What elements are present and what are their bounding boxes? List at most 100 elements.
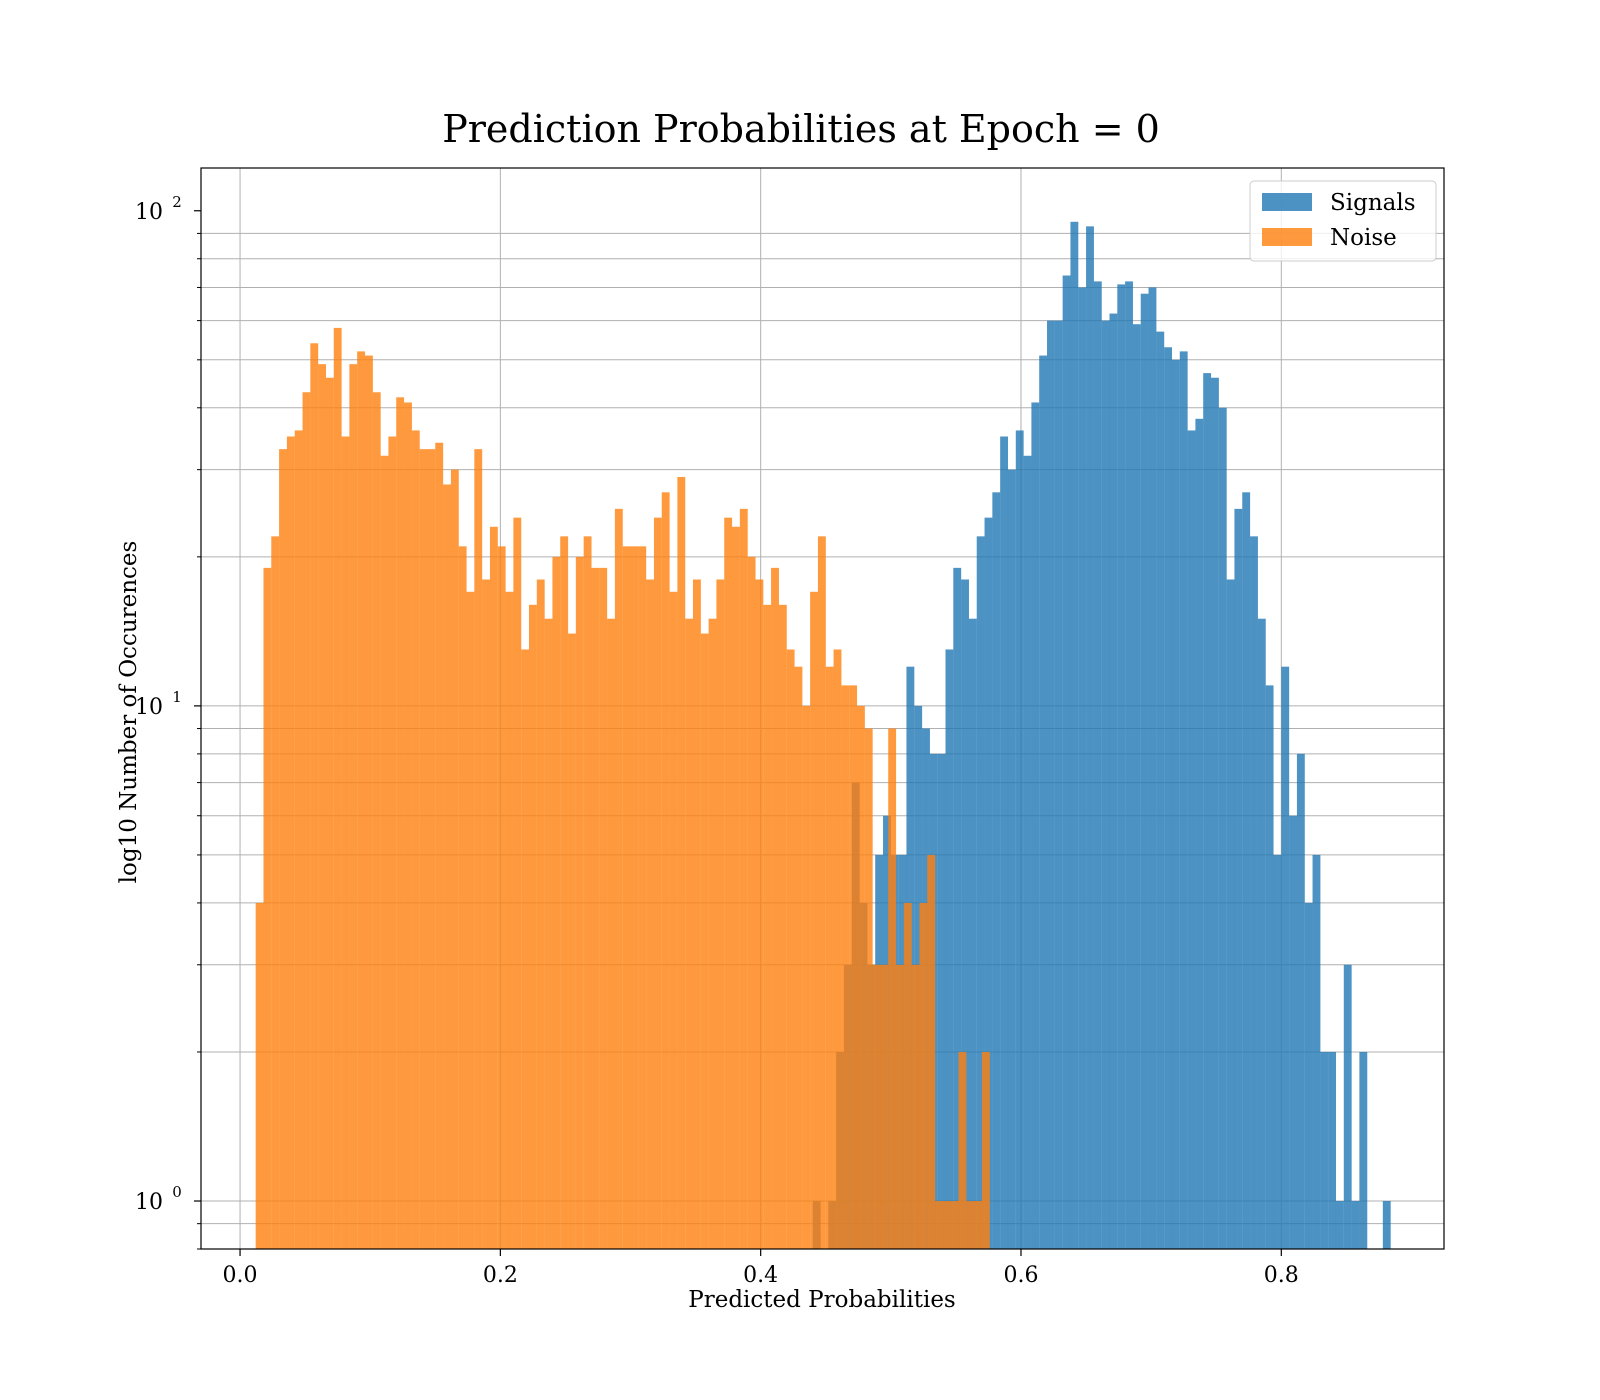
series-noise — [255, 327, 990, 1250]
bar-noise — [771, 567, 779, 1249]
bar-noise — [614, 508, 623, 1249]
bar-signals — [1250, 536, 1258, 1249]
bar-signals — [1171, 359, 1180, 1250]
x-tick-label: 0.2 — [483, 1263, 518, 1288]
bar-noise — [450, 469, 459, 1250]
bar-noise — [888, 728, 897, 1249]
y-tick-exponent: 2 — [172, 193, 182, 211]
bar-noise — [325, 377, 334, 1250]
y-tick-label: 10 — [135, 1190, 163, 1215]
bar-noise — [646, 579, 654, 1249]
bar-signals — [1109, 313, 1118, 1249]
bar-noise — [458, 546, 467, 1249]
bar-signals — [1343, 964, 1352, 1249]
bar-noise — [552, 556, 561, 1249]
bar-noise — [700, 633, 709, 1249]
bar-signals — [1218, 407, 1227, 1249]
bar-noise — [810, 591, 818, 1249]
bar-noise — [896, 964, 904, 1249]
bar-noise — [521, 649, 530, 1249]
bar-noise — [942, 1201, 951, 1249]
bar-noise — [935, 1201, 943, 1249]
bar-noise — [794, 666, 803, 1249]
bar-signals — [1312, 854, 1321, 1249]
bar-noise — [333, 327, 342, 1249]
bar-signals — [976, 536, 985, 1249]
bar-noise — [318, 364, 327, 1250]
bar-noise — [505, 591, 514, 1249]
bar-noise — [856, 705, 865, 1249]
bar-noise — [474, 449, 483, 1249]
bar-noise — [372, 392, 381, 1249]
bar-signals — [1226, 579, 1235, 1249]
bar-signals — [1156, 331, 1165, 1249]
bar-signals — [1351, 1201, 1360, 1249]
bar-noise — [411, 430, 420, 1249]
bar-noise — [380, 455, 389, 1249]
bar-noise — [427, 449, 436, 1249]
bar-signals — [1093, 281, 1102, 1249]
bar-noise — [482, 579, 491, 1249]
bar-signals — [945, 649, 954, 1249]
bar-noise — [489, 526, 498, 1249]
bar-signals — [984, 517, 993, 1249]
x-tick-label: 0.4 — [743, 1263, 778, 1288]
bar-signals — [1000, 436, 1009, 1249]
bar-noise — [349, 364, 358, 1250]
y-tick-exponent: 1 — [172, 688, 182, 706]
bar-noise — [286, 436, 295, 1249]
bar-signals — [1328, 1051, 1337, 1249]
bar-signals — [937, 753, 946, 1249]
bar-noise — [435, 442, 444, 1250]
bar-signals — [1054, 320, 1063, 1249]
bar-noise — [279, 449, 287, 1249]
bar-noise — [747, 556, 756, 1249]
bar-signals — [1086, 226, 1094, 1249]
bar-signals — [1203, 373, 1212, 1250]
bar-signals — [1125, 281, 1133, 1249]
bar-signals — [1070, 221, 1079, 1249]
bar-noise — [591, 567, 600, 1249]
histogram-bars — [255, 221, 1391, 1250]
bar-noise — [302, 392, 311, 1249]
bar-signals — [1320, 1051, 1329, 1249]
bar-noise — [630, 546, 639, 1249]
bar-noise — [911, 964, 920, 1249]
bar-signals — [1117, 284, 1126, 1250]
bar-signals — [1273, 854, 1282, 1249]
bar-noise — [872, 964, 881, 1249]
bar-signals — [1257, 618, 1266, 1249]
bar-noise — [903, 902, 912, 1249]
bar-noise — [716, 579, 725, 1249]
bar-signals — [968, 618, 977, 1249]
bar-noise — [817, 536, 826, 1249]
bar-noise — [396, 397, 405, 1249]
bar-noise — [638, 546, 647, 1249]
bar-signals — [1382, 1201, 1391, 1249]
bar-noise — [677, 476, 686, 1249]
bar-signals — [1359, 1051, 1368, 1249]
bar-signals — [1179, 351, 1188, 1249]
bar-noise — [560, 536, 569, 1249]
bar-noise — [443, 484, 451, 1249]
plot-frame — [200, 167, 1445, 1250]
bar-signals — [1211, 377, 1219, 1250]
bar-noise — [528, 604, 537, 1249]
bar-signals — [1281, 666, 1290, 1249]
bar-noise — [919, 902, 928, 1249]
axis-ticks: 0.0 0.2 0.4 0.6 0.8 10 0 10 1 10 2 — [135, 193, 1299, 1288]
bar-noise — [708, 618, 717, 1249]
chart-title: Prediction Probabilities at Epoch = 0 — [442, 107, 1160, 151]
bar-noise — [255, 902, 264, 1249]
bar-noise — [575, 556, 584, 1249]
bar-noise — [981, 1051, 990, 1249]
bar-noise — [513, 517, 522, 1249]
bar-signals — [1304, 902, 1313, 1249]
bar-noise — [653, 517, 662, 1249]
bar-signals — [1007, 469, 1016, 1250]
bar-signals — [953, 567, 962, 1249]
bar-signals — [1101, 320, 1110, 1249]
bar-signals — [1062, 275, 1071, 1249]
bar-noise — [974, 1201, 982, 1249]
